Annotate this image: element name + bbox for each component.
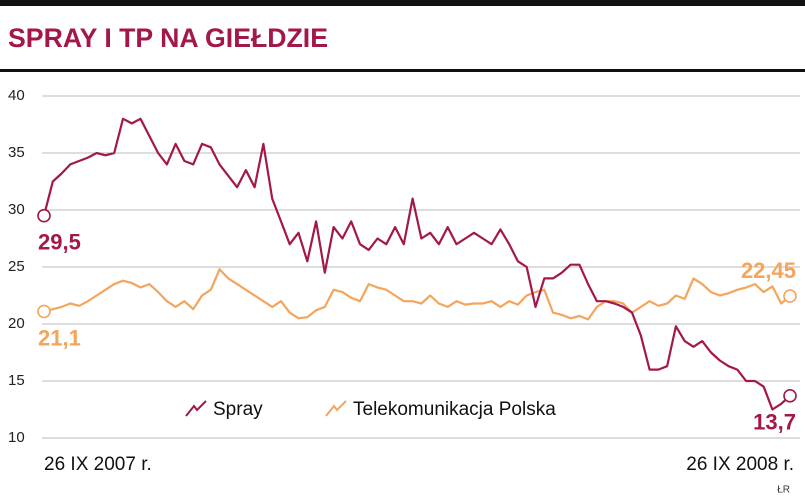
x-tick-label: 26 IX 2008 r.	[686, 454, 794, 475]
legend-label: Telekomunikacja Polska	[353, 399, 556, 420]
x-tick-label: 26 IX 2007 r.	[44, 454, 152, 475]
legend-icon	[185, 400, 207, 417]
value-label: 22,45	[741, 258, 796, 283]
series-line	[43, 268, 791, 321]
top-bar	[0, 0, 805, 6]
y-tick-label: 40	[8, 87, 25, 104]
y-tick-label: 30	[8, 201, 25, 218]
legend-icon	[325, 400, 347, 417]
y-tick-label: 10	[8, 429, 25, 446]
value-label: 13,7	[753, 410, 796, 435]
credit: ŁR	[777, 485, 790, 496]
legend-label: Spray	[213, 399, 263, 420]
end-marker	[37, 304, 51, 319]
y-tick-label: 15	[8, 372, 25, 389]
series-line	[42, 117, 791, 411]
value-label: 29,5	[38, 230, 81, 255]
end-marker	[783, 289, 797, 303]
y-tick-label: 35	[8, 144, 25, 161]
value-label: 21,1	[38, 325, 81, 350]
end-marker	[783, 389, 797, 403]
y-tick-label: 25	[8, 258, 25, 275]
end-marker	[37, 208, 51, 223]
title-rule	[0, 69, 805, 72]
y-tick-label: 20	[8, 315, 25, 332]
chart-title: SPRAY I TP NA GIEŁDZIE	[8, 23, 328, 53]
